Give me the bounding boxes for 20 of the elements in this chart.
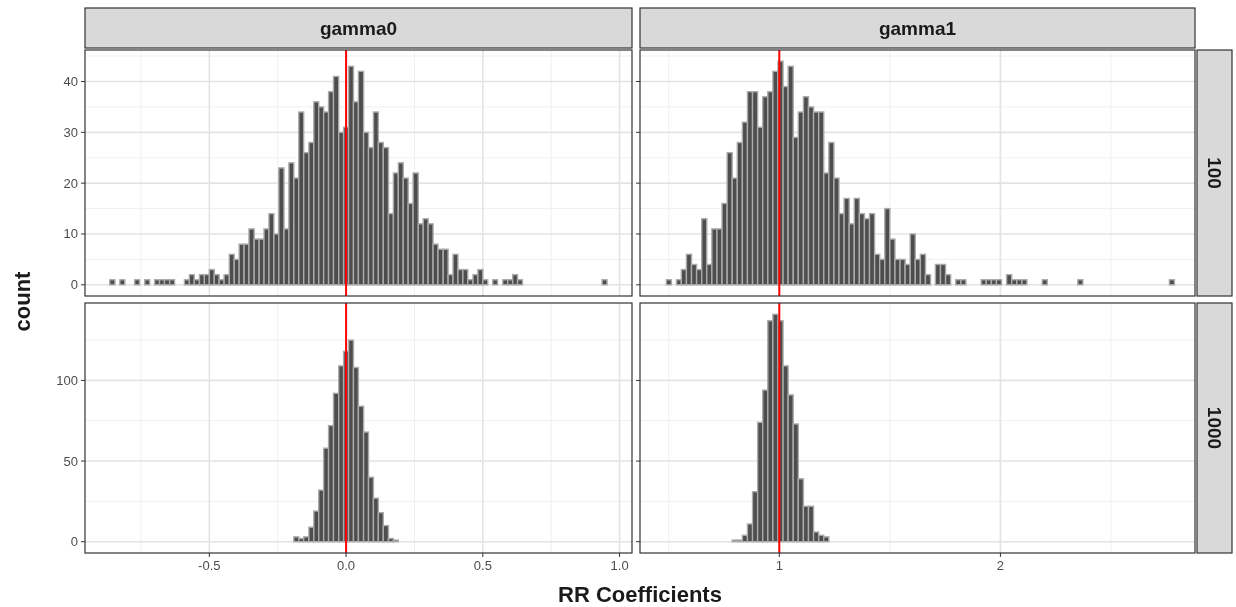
y-axis-title: count — [10, 270, 35, 332]
y-tick-label: 10 — [63, 226, 78, 242]
x-tick-label: 2 — [996, 558, 1005, 573]
x-axis-title: RR Coefficients — [558, 582, 722, 607]
text: 1000 — [1204, 406, 1225, 450]
x-tick-label: 1.0 — [610, 558, 629, 573]
x-tick-label: 0.5 — [473, 558, 492, 573]
text: 100 — [1204, 157, 1225, 189]
x-tick-label: 0.0 — [337, 558, 356, 573]
y-tick-label: 100 — [56, 372, 78, 388]
y-tick-label: 0 — [70, 277, 78, 293]
x-tick-label: -0.5 — [198, 558, 221, 573]
y-tick-label: 30 — [63, 124, 78, 140]
y-tick-label: 40 — [63, 74, 78, 90]
y-tick-label: 0 — [70, 534, 78, 550]
chart-title: gamma0 — [319, 18, 398, 39]
y-tick-label: 20 — [63, 175, 78, 191]
y-tick-label: 50 — [63, 453, 78, 469]
chart-title: gamma1 — [878, 18, 957, 39]
x-tick-label: 1 — [775, 558, 783, 573]
